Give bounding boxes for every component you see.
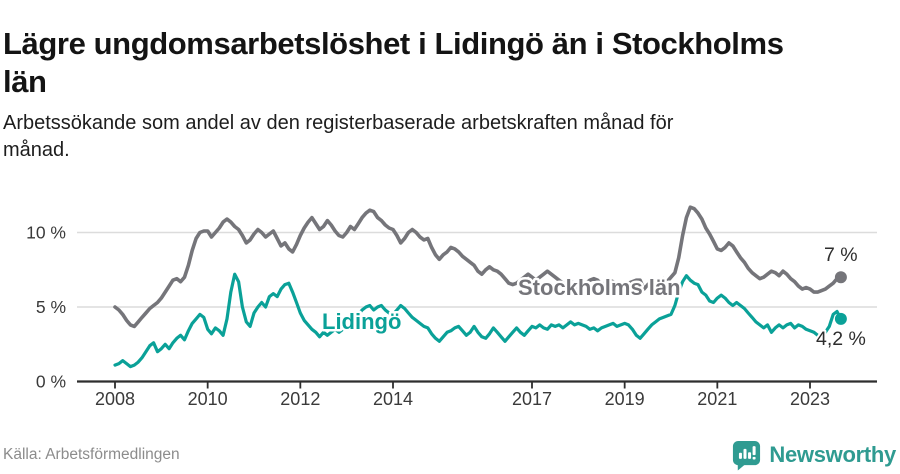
subtitle-line-1: Arbetssökande som andel av den registerb… — [3, 112, 674, 134]
subtitle-line-2: månad. — [3, 139, 70, 161]
chart-title: Lägre ungdomsarbetslöshet i Lidingö än i… — [3, 25, 897, 101]
series-label-lidingo: Lidingö — [322, 309, 401, 334]
x-tick-label: 2023 — [790, 389, 830, 409]
x-tick-label: 2008 — [95, 389, 135, 409]
newsworthy-wordmark: Newsworthy — [769, 442, 896, 467]
x-tick-label: 2010 — [188, 389, 228, 409]
x-tick-label: 2012 — [280, 389, 320, 409]
y-tick-label: 0 % — [36, 372, 66, 392]
source-note: Källa: Arbetsförmedlingen — [3, 446, 180, 463]
line-chart: 0 % 5 % 10 % 2008 2010 2012 2014 2017 2019 2021 20… — [0, 182, 900, 422]
newsworthy-logo-icon — [733, 440, 761, 471]
series-line-stockholms-lan — [113, 205, 843, 329]
x-tick-label: 2014 — [373, 389, 413, 409]
x-tick-label: 2021 — [697, 389, 737, 409]
chart-subtitle: Arbetssökande som andel av den registerb… — [3, 110, 823, 164]
series-end-dot-stockholms-lan — [834, 271, 847, 284]
y-tick-label: 5 % — [36, 297, 66, 317]
y-tick-label: 10 % — [26, 223, 66, 243]
chart-svg: 0 % 5 % 10 % 2008 2010 2012 2014 2017 2019 2021 20… — [26, 205, 877, 409]
x-tick-label: 2017 — [512, 389, 552, 409]
series-line-lidingo — [113, 272, 843, 369]
series-label-stockholms-lan: Stockholms län — [518, 275, 681, 300]
series-end-dot-lidingo — [834, 312, 847, 325]
x-tick-label: 2019 — [605, 389, 645, 409]
newsworthy-brand: Newsworthy — [731, 439, 896, 471]
end-value-label-stockholms-lan: 7 % — [824, 244, 858, 266]
title-line-1: Lägre ungdomsarbetslöshet i Lidingö än i… — [3, 25, 784, 61]
title-line-2: län — [3, 63, 47, 99]
end-value-label-lidingo: 4,2 % — [816, 328, 866, 350]
footer: Källa: Arbetsförmedlingen Newsworthy — [0, 438, 900, 472]
